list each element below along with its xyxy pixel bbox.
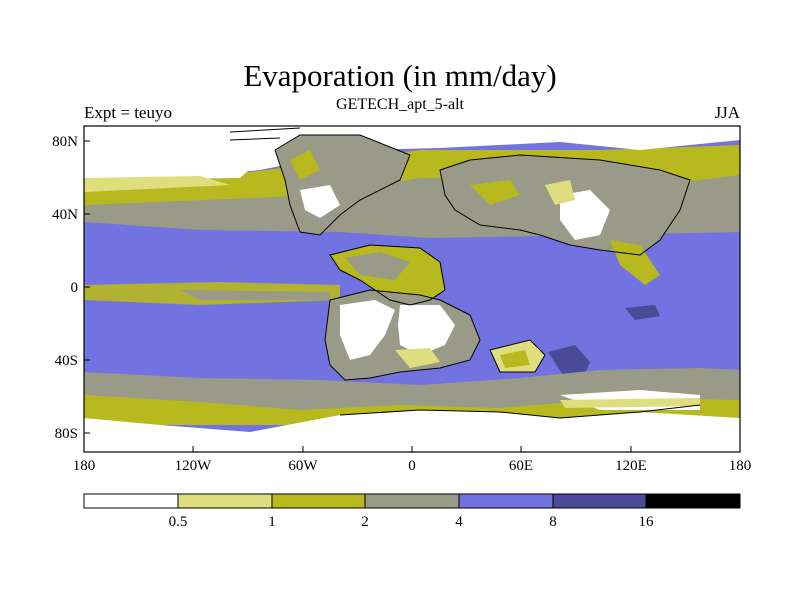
colorbar — [83, 493, 741, 509]
colorbar-box-1 — [177, 493, 273, 509]
colorbar-label: 2 — [361, 514, 369, 530]
colorbar-label: 1 — [268, 514, 276, 530]
map-title: Evaporation (in mm/day) — [243, 58, 557, 93]
colorbar-labels: 0.5 1 2 4 8 16 — [169, 514, 654, 530]
colorbar-label: 16 — [639, 514, 655, 530]
equatorial-gray-strip — [180, 290, 330, 300]
africa-gray — [345, 252, 410, 280]
north-pacific-white — [84, 150, 260, 180]
lon-tick-label: 120W — [175, 458, 213, 474]
colorbar-box-0 — [83, 493, 179, 509]
lat-tick-label: 80N — [52, 134, 78, 150]
season-label: JJA — [714, 103, 740, 122]
lat-tick-label: 40N — [52, 207, 78, 223]
central-asia-dry — [560, 190, 610, 240]
lon-tick-label: 180 — [73, 458, 96, 474]
colorbar-box-5 — [552, 493, 647, 509]
southern-africa-pale — [395, 348, 440, 368]
antarctic-white — [84, 410, 740, 452]
southern-africa-dry — [398, 305, 455, 355]
experiment-label: Expt = teuyo — [84, 103, 172, 122]
lon-tick-label: 60W — [288, 458, 318, 474]
europe-olive — [470, 180, 520, 205]
coastlines — [229, 127, 701, 419]
map-ticks — [83, 140, 741, 452]
colorbar-label: 8 — [549, 514, 557, 530]
colorbar-box-4 — [458, 493, 554, 509]
colorbar-box-6 — [645, 493, 741, 509]
lon-tick-label: 180 — [729, 458, 752, 474]
latitude-labels: 80N 40N 0 40S 80S — [52, 134, 78, 442]
south-america-dry — [340, 300, 395, 360]
lon-tick-label: 60E — [509, 458, 533, 474]
australia-olive — [500, 350, 530, 368]
ocean-high-patch-2 — [625, 305, 660, 320]
lon-tick-label: 120E — [615, 458, 647, 474]
antarctic-margin-pale — [560, 398, 700, 408]
central-asia-pale — [545, 180, 575, 205]
colorbar-box-2 — [271, 493, 366, 509]
north-pale-strip — [84, 176, 230, 192]
north-america-olive — [290, 150, 320, 180]
lat-tick-label: 80S — [55, 426, 78, 442]
map-subtitle: GETECH_apt_5-alt — [336, 96, 464, 113]
lat-tick-label: 0 — [71, 280, 79, 296]
south-asia — [610, 240, 660, 285]
north-america-dry — [300, 185, 340, 218]
colorbar-box-3 — [364, 493, 460, 509]
longitude-labels: 180 120W 60W 0 60E 120E 180 — [73, 458, 752, 474]
lat-tick-label: 40S — [55, 353, 78, 369]
map-field — [84, 126, 740, 452]
ocean-high-patch-1 — [548, 345, 590, 380]
lon-tick-label: 0 — [408, 458, 416, 474]
colorbar-label: 0.5 — [169, 514, 188, 530]
colorbar-label: 4 — [455, 514, 463, 530]
